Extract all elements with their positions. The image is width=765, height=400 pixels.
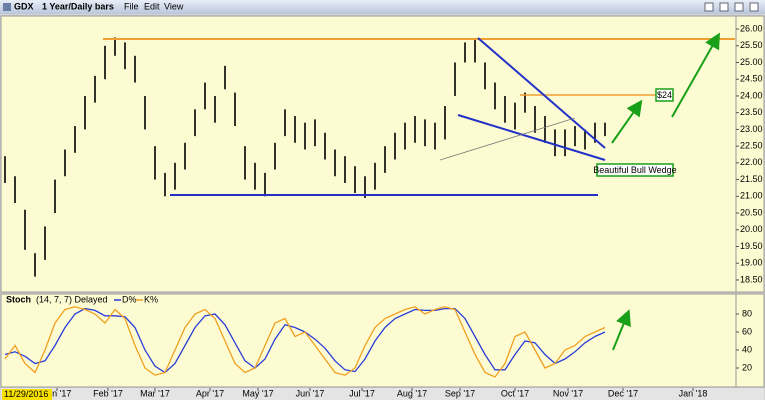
stoch-axis [735,293,765,388]
menu-item[interactable]: View [164,1,184,11]
stoch-legend: Stoch (14, 7, 7) Delayed D% K% [6,294,158,304]
y-tick-label: 21.00 [740,191,763,201]
toolbar [0,0,765,14]
x-tick-label: Sep '17 [445,388,475,398]
window-button[interactable] [704,2,714,12]
menu-icon[interactable] [3,3,11,11]
y-tick-label: 26.00 [740,23,763,33]
y-tick-label: 18.50 [740,274,763,284]
y-tick-label: 20.00 [740,224,763,234]
arrow [612,309,631,351]
x-tick-label: Jan '17 [43,388,72,398]
date-badge [2,389,52,400]
arrow [611,99,643,144]
annotation: $24 [657,90,672,100]
price-panel [0,15,737,293]
x-tick-label: Aug '17 [397,388,427,398]
y-tick-label: 19.00 [740,258,763,268]
trend-line [439,117,576,161]
y-tick-label: 20 [742,362,752,372]
legend-entry: D% [122,294,137,304]
x-tick-label: Apr '17 [196,388,224,398]
x-tick-label: Jan '18 [679,388,708,398]
y-tick-label: 22.50 [740,141,763,151]
menu-item[interactable]: Edit [144,1,160,11]
y-tick-label: 23.00 [740,124,763,134]
y-tick-label: 24.00 [740,90,763,100]
date-axis [1,388,764,400]
plot: 18.50 19.00 19.50 20.00 20.50 21.00 21.50 22.00… [2,23,763,400]
x-tick-label: Nov '17 [553,388,583,398]
stoch-line [4,306,606,378]
x-tick-label: Mar '17 [140,388,170,398]
x-tick-label: Dec '17 [608,388,638,398]
indicator-name: Stoch [6,294,31,304]
y-tick-label: 25.50 [740,40,763,50]
y-tick-label: 60 [742,326,752,336]
indicator-params: (14, 7, 7) Delayed [36,294,108,304]
price-axis [735,15,765,293]
window-button[interactable] [719,2,729,12]
arrow [671,32,720,118]
wedge-line [457,114,606,161]
y-tick-label: 21.50 [740,174,763,184]
y-tick-label: 40 [742,344,752,354]
x-tick-label: May '17 [242,388,273,398]
y-tick-label: 22.00 [740,157,763,167]
wedge-line [477,37,606,149]
y-tick-label: 23.50 [740,107,763,117]
label-box [655,88,674,102]
window-button[interactable] [734,2,744,12]
legend-entry: K% [144,294,158,304]
window-button[interactable] [749,2,759,12]
menu-item[interactable]: File [124,1,139,11]
y-tick-label: 24.50 [740,74,763,84]
y-tick-label: 80 [742,308,752,318]
annotation: Beautiful Bull Wedge [593,165,676,175]
x-tick-label: Oct '17 [501,388,529,398]
x-tick-label: Feb '17 [93,388,123,398]
x-tick-label: Jul '17 [349,388,375,398]
period[interactable]: 1 Year/Daily bars [42,1,114,11]
symbol: GDX [14,1,34,11]
annotations: $24 Beautiful Bull Wedge [103,32,735,351]
y-tick-label: 19.50 [740,241,763,251]
label-box [596,163,674,177]
y-tick-label: 25.00 [740,57,763,67]
x-tick-label: Jun '17 [296,388,325,398]
start-date: 11/29/2016 [4,389,48,399]
y-tick-label: 20.50 [740,207,763,217]
